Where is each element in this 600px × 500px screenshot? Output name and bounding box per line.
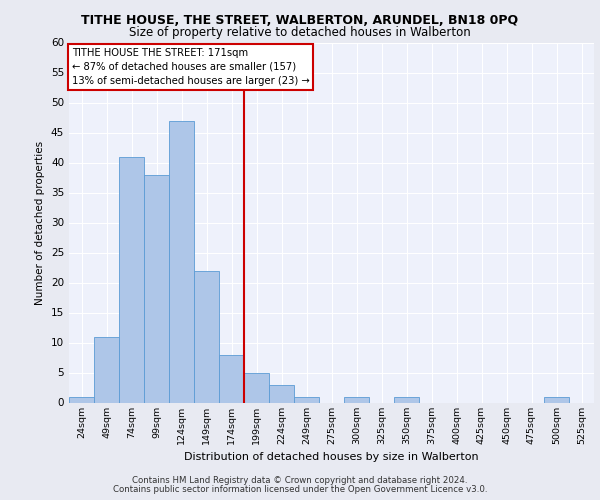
Bar <box>69 396 94 402</box>
Bar <box>144 174 169 402</box>
Bar <box>244 372 269 402</box>
Bar <box>269 384 294 402</box>
Bar <box>544 396 569 402</box>
Bar <box>344 396 369 402</box>
Text: Size of property relative to detached houses in Walberton: Size of property relative to detached ho… <box>129 26 471 39</box>
Bar <box>219 354 244 403</box>
Text: TITHE HOUSE, THE STREET, WALBERTON, ARUNDEL, BN18 0PQ: TITHE HOUSE, THE STREET, WALBERTON, ARUN… <box>82 14 518 27</box>
X-axis label: Distribution of detached houses by size in Walberton: Distribution of detached houses by size … <box>184 452 479 462</box>
Bar <box>119 156 144 402</box>
Bar <box>394 396 419 402</box>
Text: Contains HM Land Registry data © Crown copyright and database right 2024.: Contains HM Land Registry data © Crown c… <box>132 476 468 485</box>
Text: TITHE HOUSE THE STREET: 171sqm
← 87% of detached houses are smaller (157)
13% of: TITHE HOUSE THE STREET: 171sqm ← 87% of … <box>71 48 310 86</box>
Bar <box>169 120 194 402</box>
Bar <box>94 336 119 402</box>
Bar <box>194 270 219 402</box>
Text: Contains public sector information licensed under the Open Government Licence v3: Contains public sector information licen… <box>113 485 487 494</box>
Bar <box>294 396 319 402</box>
Y-axis label: Number of detached properties: Number of detached properties <box>35 140 46 304</box>
